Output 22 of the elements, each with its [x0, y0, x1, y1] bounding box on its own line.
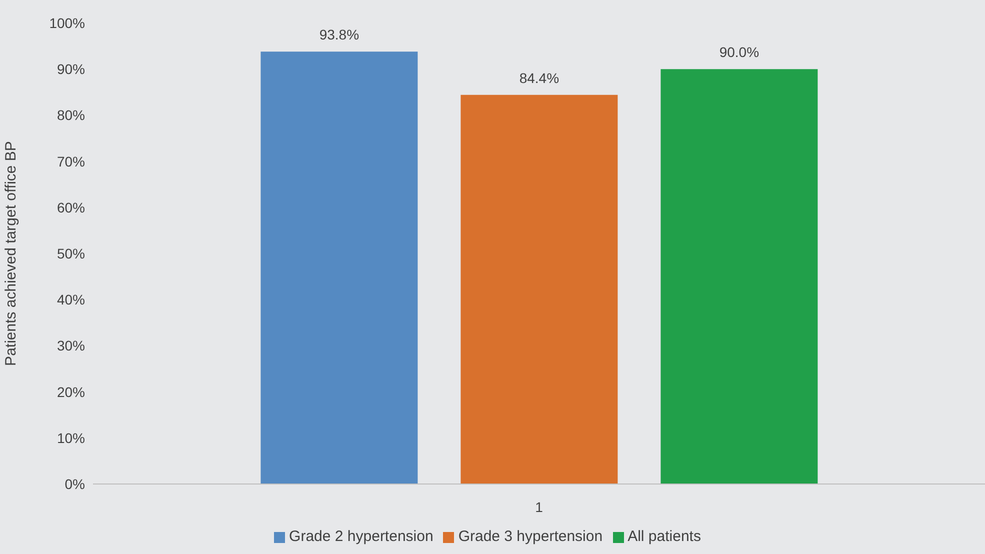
data-label: 90.0%: [719, 44, 760, 60]
y-tick-label: 100%: [49, 14, 85, 31]
y-axis-title: Patients achieved target office BP: [2, 141, 20, 366]
y-tick-label: 50%: [56, 245, 85, 262]
bar: [260, 52, 418, 484]
y-tick-label: 40%: [56, 292, 85, 308]
y-tick-label: 90%: [56, 61, 85, 78]
y-tick-label: 60%: [56, 199, 85, 216]
data-label: 93.8%: [319, 26, 360, 43]
y-tick-label: 30%: [56, 338, 85, 354]
y-tick-label: 70%: [56, 153, 85, 170]
legend-label: All patients: [628, 528, 701, 545]
x-tick-label: 1: [535, 498, 544, 515]
legend-label: Grade 3 hypertension: [458, 528, 603, 545]
y-tick-label: 80%: [56, 107, 85, 124]
y-tick-label: 10%: [56, 430, 85, 446]
bar: [660, 69, 818, 484]
data-label: 84.4%: [519, 70, 560, 86]
y-tick-label: 20%: [56, 384, 85, 400]
y-tick-label: 0%: [64, 476, 85, 492]
legend-label: Grade 2 hypertension: [289, 528, 434, 545]
bar: [460, 94, 618, 484]
